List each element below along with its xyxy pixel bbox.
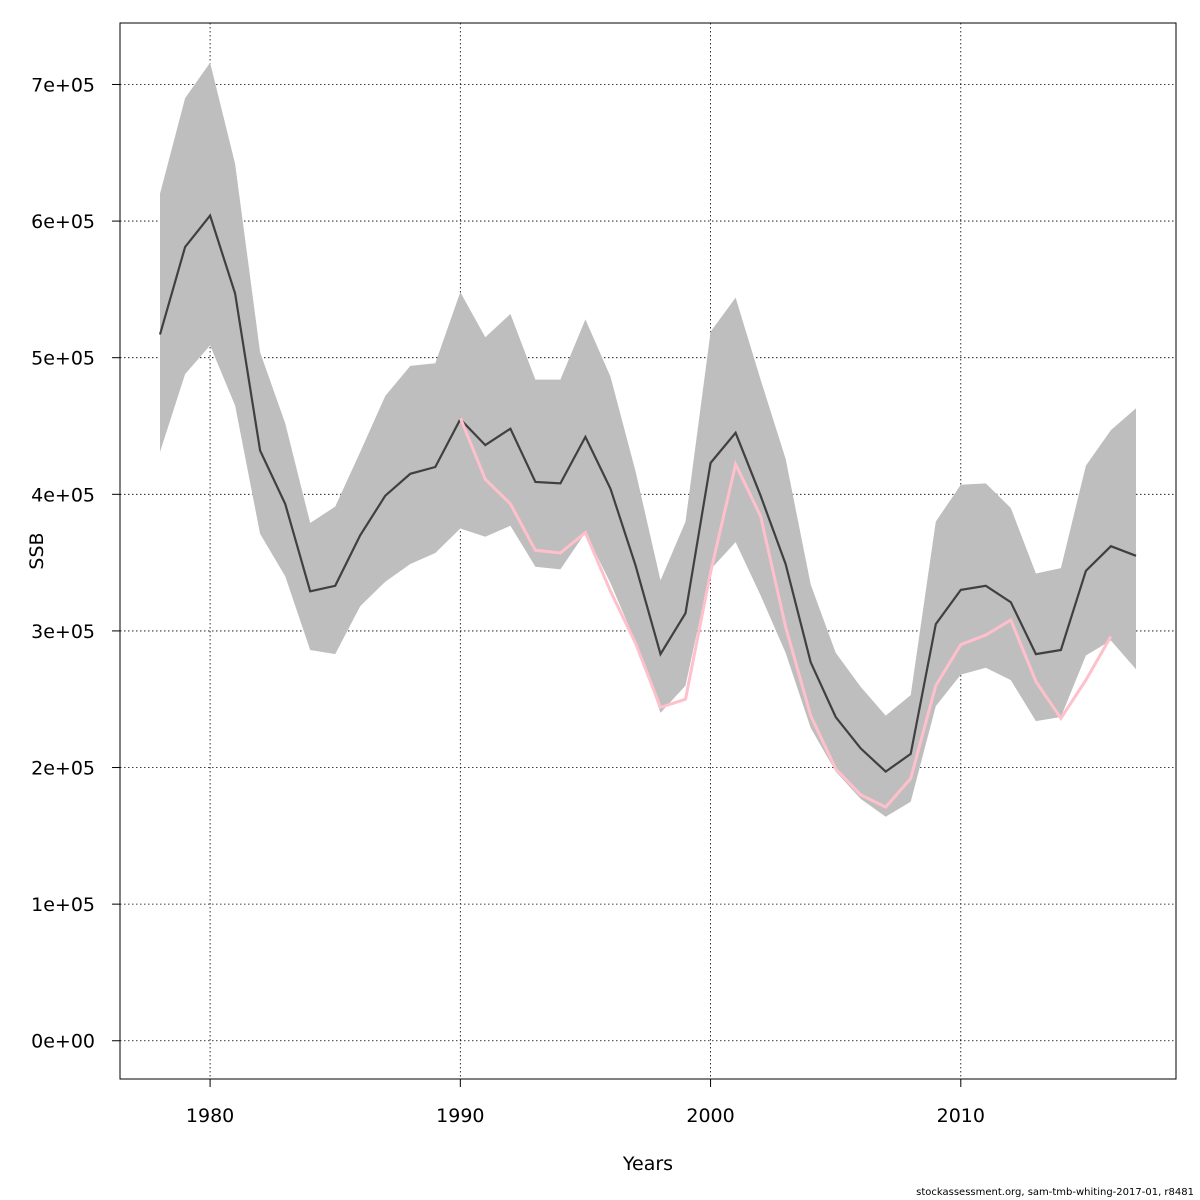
grid	[120, 23, 1176, 1079]
retrospective-line	[458, 417, 1113, 809]
y-axis-title: SSB	[26, 532, 48, 569]
estimate-line	[158, 213, 1137, 774]
confidence-band	[160, 62, 1136, 817]
y-tick-label: 1e+05	[31, 894, 95, 916]
y-tick-label: 0e+00	[31, 1031, 95, 1053]
x-axis: 1980 1990 2000 2010	[186, 1079, 985, 1127]
y-tick-label: 4e+05	[31, 484, 95, 506]
plot-frame	[119, 22, 1177, 1080]
x-tick-label: 2010	[937, 1105, 985, 1127]
y-tick-label: 5e+05	[31, 348, 95, 370]
y-axis: 0e+00 1e+05 2e+05 3e+05 4e+05 5e+05 6e+05 7e+05	[31, 74, 120, 1053]
x-axis-title: Years	[622, 1153, 673, 1175]
x-tick-label: 2000	[686, 1105, 734, 1127]
y-tick-label: 6e+05	[31, 211, 95, 233]
y-tick-label: 2e+05	[31, 758, 95, 780]
y-tick-label: 7e+05	[31, 74, 95, 96]
footer-credit: stockassessment.org, sam-tmb-whiting-201…	[916, 1187, 1194, 1198]
y-tick-label: 3e+05	[31, 621, 95, 643]
x-tick-label: 1980	[186, 1105, 234, 1127]
x-tick-label: 1990	[436, 1105, 484, 1127]
